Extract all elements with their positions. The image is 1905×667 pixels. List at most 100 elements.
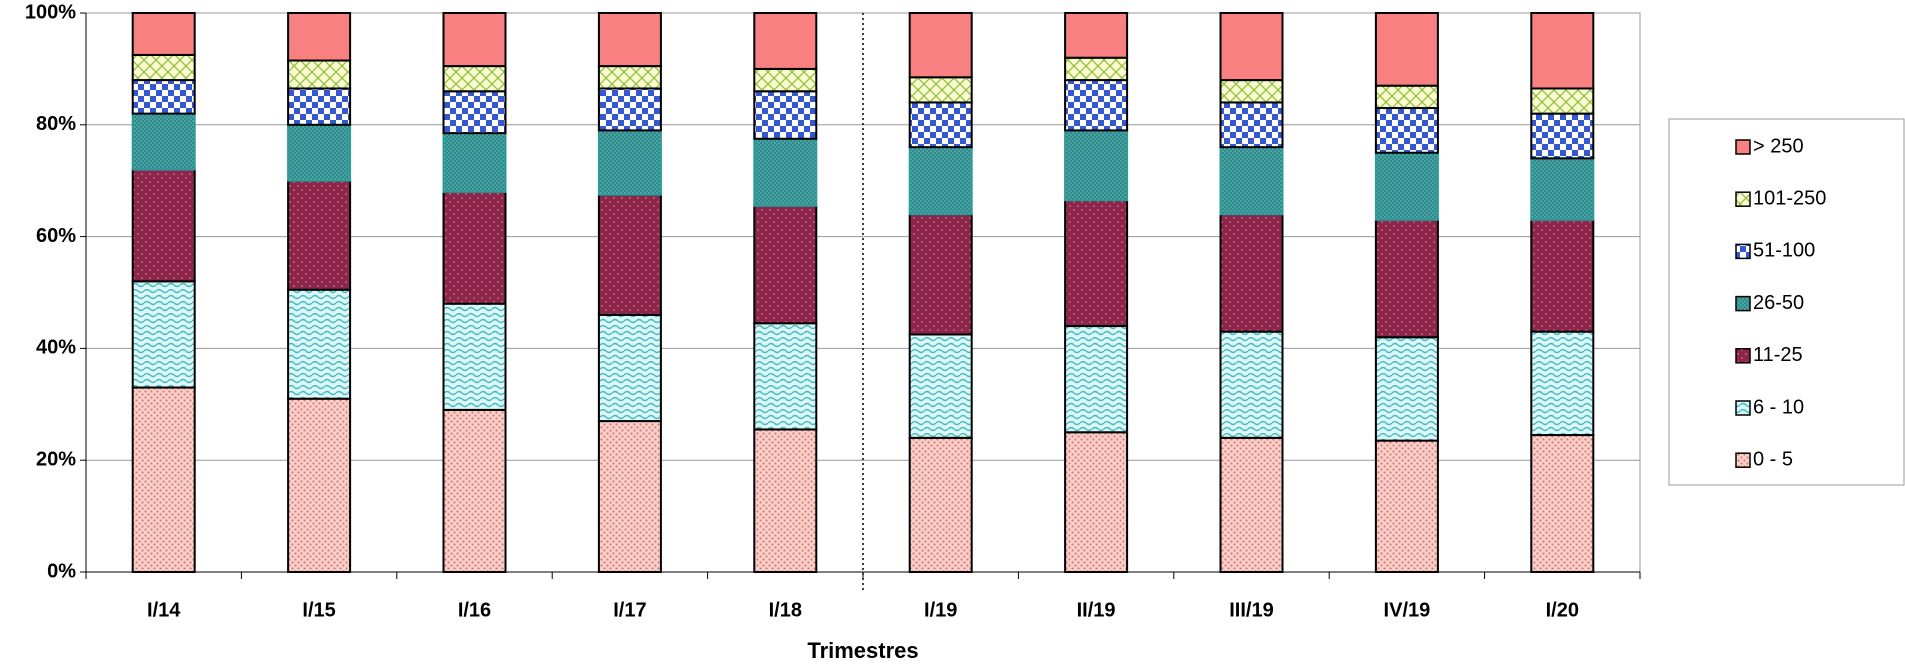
legend-swatch (1735, 191, 1751, 207)
y-tick-label: 40% (36, 337, 76, 359)
bar-segment (1064, 325, 1129, 434)
bar-segment (1064, 199, 1129, 328)
x-tick-label: I/16 (458, 599, 491, 621)
bar-segment (1064, 79, 1129, 132)
bar-segment (1530, 112, 1595, 160)
bar-segment (442, 90, 507, 135)
legend-box (1668, 118, 1905, 486)
bar-segment (753, 67, 818, 93)
bar-segment (287, 59, 352, 90)
bar-segment (1374, 84, 1439, 110)
legend-swatch (1735, 243, 1751, 260)
bar-segment (908, 76, 973, 104)
bar-segment (1530, 434, 1595, 574)
bar-segment (1530, 157, 1595, 221)
bar-segment (442, 190, 507, 305)
y-tick-label: 80% (36, 113, 76, 135)
y-tick-label: 60% (36, 225, 76, 247)
bar-segment (1374, 218, 1439, 339)
bar-segment (908, 101, 973, 149)
bar-segment (131, 53, 196, 82)
legend-label: 101-250 (1753, 187, 1826, 209)
bar-segment (597, 12, 662, 68)
bar-segment (597, 420, 662, 573)
bar-segment (1374, 439, 1439, 574)
bar-segment (1374, 107, 1439, 154)
bar-segment (1219, 436, 1284, 573)
bar-segment (287, 87, 352, 126)
bar-segment (1219, 101, 1284, 149)
bar-segment (1219, 330, 1284, 439)
legend-label: 26-50 (1753, 292, 1804, 314)
legend-swatch (1735, 452, 1751, 468)
bar-segment (1374, 336, 1439, 442)
bar-segment (131, 112, 196, 171)
y-tick-label: 100% (25, 1, 76, 23)
bar-segment (597, 129, 662, 196)
legend-label: 11-25 (1753, 344, 1803, 366)
bar-segment (597, 313, 662, 423)
bar-segment (287, 179, 352, 291)
bar-segment (1219, 79, 1284, 104)
bar-segment (908, 12, 973, 79)
y-tick-label: 0% (47, 560, 76, 582)
bar-segment (1530, 87, 1595, 115)
bar-segment (908, 213, 973, 336)
x-tick-label: I/20 (1546, 599, 1579, 621)
bar-segment (287, 288, 352, 400)
x-tick-label: I/19 (924, 599, 957, 621)
legend-swatch (1735, 400, 1751, 416)
x-tick-label: I/17 (613, 599, 646, 621)
legend-label: 51-100 (1753, 240, 1815, 262)
bar-segment (753, 204, 818, 325)
bar-segment (1064, 129, 1129, 202)
legend-swatch (1735, 348, 1751, 364)
legend-label: > 250 (1753, 135, 1804, 157)
bar-segment (131, 280, 196, 389)
bar-segment (442, 12, 507, 68)
bar-segment (908, 146, 973, 216)
bar-segment (908, 436, 973, 573)
legend-label: 0 - 5 (1753, 448, 1793, 470)
bar-segment (1530, 330, 1595, 437)
bar-segment (1064, 12, 1129, 59)
bar-segment (753, 12, 818, 70)
bar-segment (131, 12, 196, 56)
bar-segment (753, 90, 818, 140)
bar-segment (442, 132, 507, 193)
bar-segment (287, 123, 352, 182)
bar-segment (597, 87, 662, 132)
x-tick-label: I/18 (769, 599, 802, 621)
bar-segment (753, 428, 818, 573)
x-tick-label: III/19 (1229, 599, 1273, 621)
bar-segment (1374, 12, 1439, 87)
legend-swatch (1735, 139, 1751, 155)
x-tick-label: I/15 (302, 599, 335, 621)
bar-segment (1219, 213, 1284, 333)
bar-segment (1530, 218, 1595, 333)
bar-segment (1374, 151, 1439, 221)
bar-segment (442, 302, 507, 411)
bar-segment (908, 333, 973, 439)
bar-segment (597, 65, 662, 90)
bar-segment (287, 397, 352, 573)
bar-segment (753, 137, 818, 207)
bar-segment (131, 386, 196, 573)
bar-segment (1219, 12, 1284, 82)
bar-segment (753, 322, 818, 431)
bar-segment (1064, 56, 1129, 82)
bar-segment (597, 193, 662, 316)
y-tick-label: 20% (36, 448, 76, 470)
bar-segment (1530, 12, 1595, 90)
legend-label: 6 - 10 (1753, 396, 1804, 418)
x-axis-title: Trimestres (807, 638, 918, 663)
legend-swatch (1735, 295, 1751, 312)
bar-segment (287, 12, 352, 62)
bar-segment (442, 408, 507, 574)
x-tick-label: I/14 (147, 599, 181, 621)
bar-segment (1219, 146, 1284, 216)
bar-segment (442, 65, 507, 93)
bar-segment (1064, 431, 1129, 573)
